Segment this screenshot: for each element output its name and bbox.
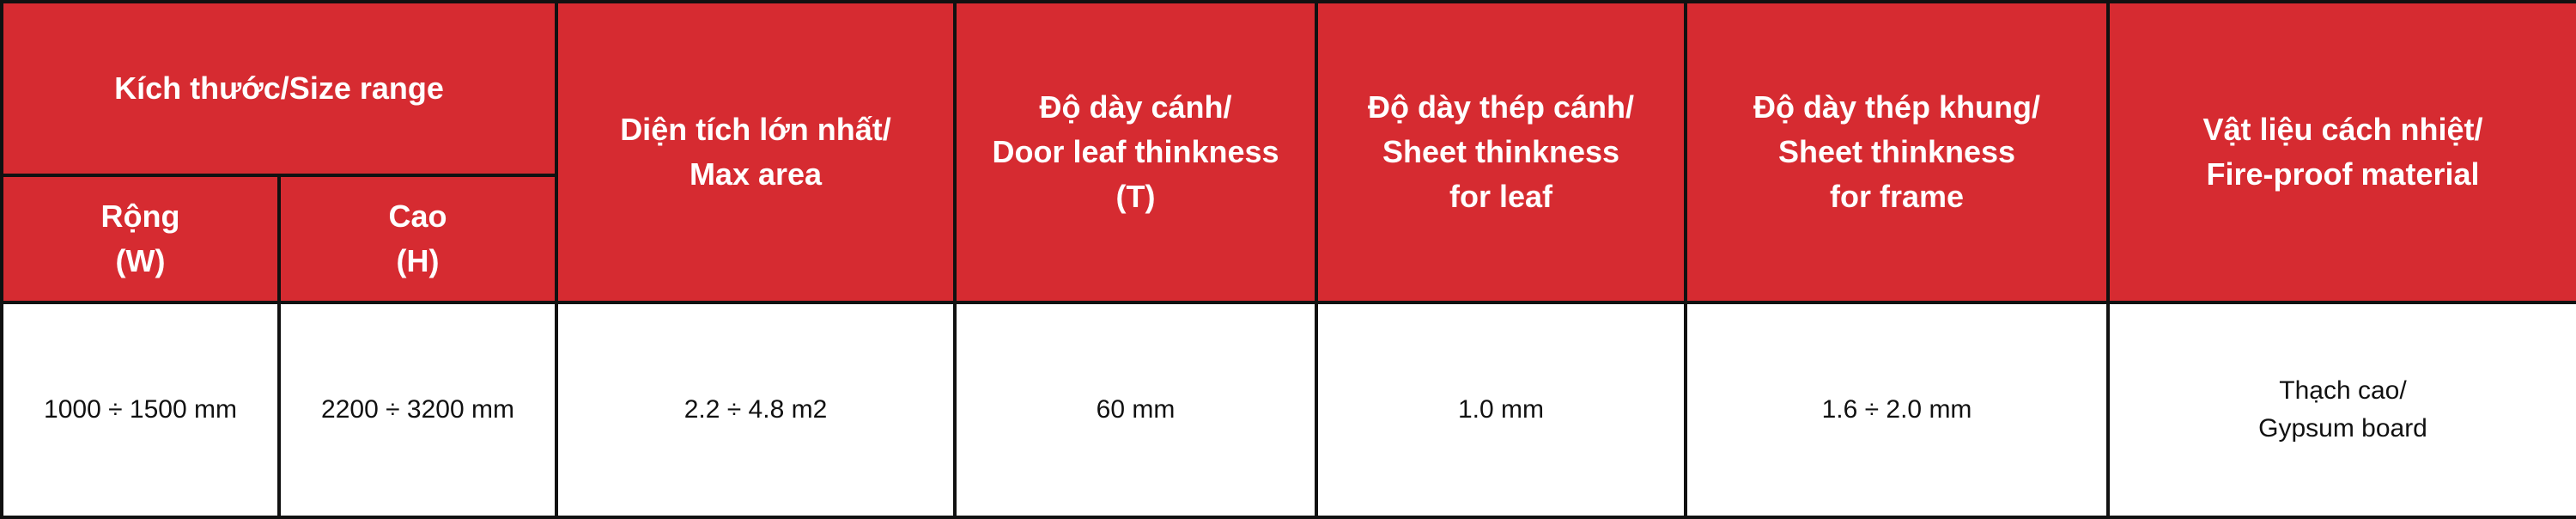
sheet-frame-header-line: Độ dày thép khung/ bbox=[1753, 89, 2040, 125]
height-header: Cao (H) bbox=[277, 174, 558, 304]
door-leaf-thickness-value: 60 mm bbox=[953, 301, 1318, 519]
header-row-top: Kích thước/Size range Diện tích lớn nhất… bbox=[0, 0, 2576, 304]
sheet-thickness-frame-header: Độ dày thép khung/ Sheet thinkness for f… bbox=[1684, 0, 2110, 304]
size-range-header: Kích thước/Size range bbox=[0, 0, 558, 177]
fireproof-value-line: Gypsum board bbox=[2258, 414, 2427, 443]
height-header-line: (H) bbox=[396, 243, 440, 278]
max-area-header-line: Max area bbox=[689, 156, 823, 192]
fireproof-material-header: Vật liệu cách nhiệt/ Fire-proof material bbox=[2106, 0, 2576, 304]
fireproof-value-line: Thạch cao/ bbox=[2279, 376, 2407, 405]
door-leaf-header-line: Độ dày cánh/ bbox=[1039, 89, 1232, 125]
sheet-frame-header-line: Sheet thinkness bbox=[1777, 134, 2016, 169]
width-header: Rộng (W) bbox=[0, 174, 281, 304]
max-area-value: 2.2 ÷ 4.8 m2 bbox=[555, 301, 957, 519]
sheet-thickness-leaf-value: 1.0 mm bbox=[1315, 301, 1687, 519]
sheet-frame-header-line: for frame bbox=[1829, 179, 1965, 214]
sheet-thickness-frame-value: 1.6 ÷ 2.0 mm bbox=[1684, 301, 2110, 519]
height-header-line: Cao bbox=[388, 198, 447, 234]
fireproof-header-line: Fire-proof material bbox=[2206, 156, 2480, 192]
max-area-header: Diện tích lớn nhất/ Max area bbox=[555, 0, 957, 304]
sheet-leaf-header-line: for leaf bbox=[1449, 179, 1553, 214]
sheet-leaf-header-line: Độ dày thép cánh/ bbox=[1367, 89, 1635, 125]
fireproof-material-value: Thạch cao/ Gypsum board bbox=[2106, 301, 2576, 519]
door-leaf-header-line: Door leaf thinkness bbox=[992, 134, 1279, 169]
fireproof-header-line: Vật liệu cách nhiệt/ bbox=[2202, 112, 2483, 147]
width-header-line: Rộng bbox=[100, 198, 180, 234]
table-row: 1000 ÷ 1500 mm 2200 ÷ 3200 mm 2.2 ÷ 4.8 … bbox=[0, 301, 2576, 519]
width-value: 1000 ÷ 1500 mm bbox=[0, 301, 281, 519]
max-area-header-line: Diện tích lớn nhất/ bbox=[620, 112, 891, 147]
header-row-sub: Rộng (W) Cao (H) bbox=[0, 174, 2576, 304]
door-leaf-thickness-header: Độ dày cánh/ Door leaf thinkness (T) bbox=[953, 0, 1318, 304]
height-value: 2200 ÷ 3200 mm bbox=[277, 301, 558, 519]
sheet-leaf-header-line: Sheet thinkness bbox=[1382, 134, 1620, 169]
width-header-line: (W) bbox=[115, 243, 166, 278]
door-leaf-header-line: (T) bbox=[1115, 179, 1156, 214]
sheet-thickness-leaf-header: Độ dày thép cánh/ Sheet thinkness for le… bbox=[1315, 0, 1687, 304]
